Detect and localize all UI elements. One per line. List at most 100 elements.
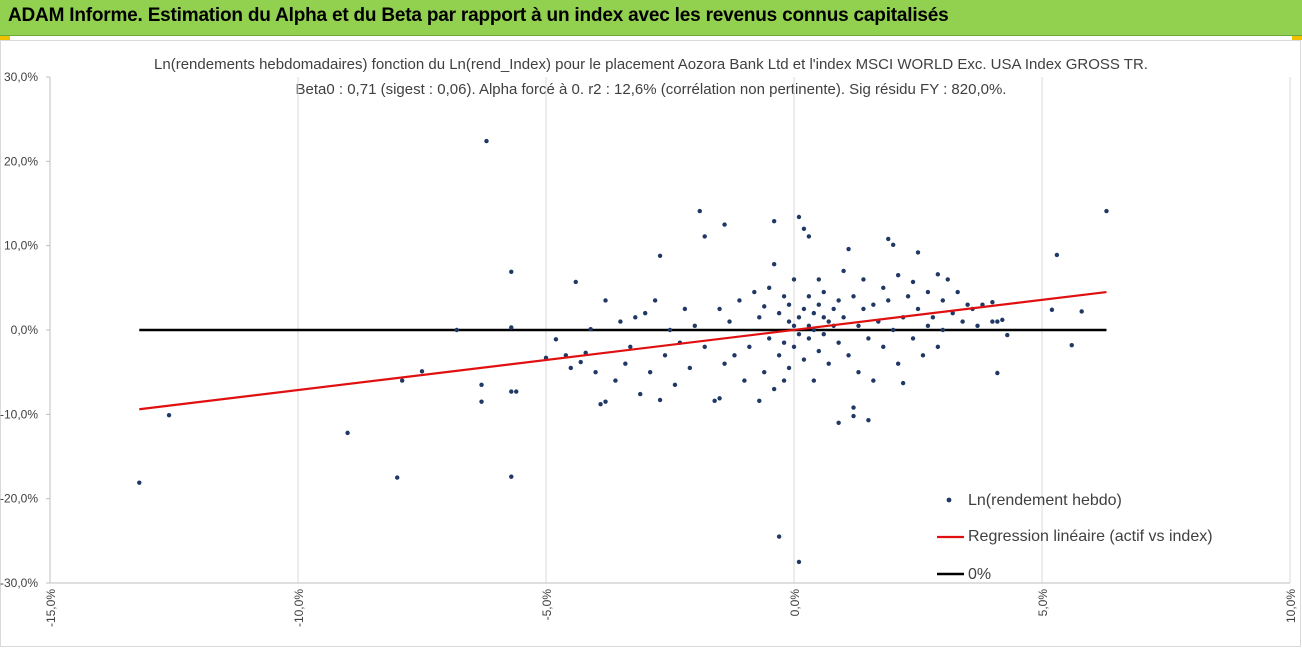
data-point [861, 306, 866, 312]
data-point [806, 294, 812, 299]
data-point [995, 370, 1000, 376]
data-point [856, 369, 861, 375]
data-point [796, 332, 802, 337]
data-point [841, 268, 846, 274]
data-point [796, 315, 802, 320]
data-point [920, 353, 926, 358]
data-point [767, 285, 772, 291]
data-point [816, 277, 821, 282]
data-point [930, 315, 936, 320]
data-point [905, 294, 911, 299]
data-point [454, 327, 459, 333]
data-point [762, 369, 767, 375]
data-point [1054, 252, 1060, 258]
data-point [623, 361, 628, 366]
data-point [593, 369, 598, 375]
data-point [692, 323, 697, 328]
data-point [732, 353, 737, 358]
data-point [836, 298, 841, 303]
data-point [613, 378, 618, 383]
data-point [801, 226, 807, 231]
data-point [910, 279, 916, 285]
chart-title: Ln(rendements hebdomadaires) fonction du… [154, 56, 1148, 73]
data-point [995, 319, 1000, 324]
data-point [568, 365, 573, 371]
legend-label-points: Ln(rendement hebdo) [968, 492, 1122, 509]
header-accent-left [0, 36, 10, 40]
data-point [767, 336, 772, 341]
legend-marker-points [946, 497, 952, 503]
x-tick-label: 0,0% [788, 589, 802, 617]
data-point [662, 353, 668, 358]
data-point [895, 361, 901, 366]
data-point [771, 262, 777, 267]
data-point [851, 413, 856, 419]
data-point [657, 397, 663, 403]
data-point [553, 337, 559, 342]
data-point [846, 353, 851, 358]
data-point [826, 361, 831, 366]
data-point [588, 326, 593, 332]
data-point [791, 323, 797, 328]
data-point [573, 279, 578, 285]
data-point [781, 340, 787, 345]
data-point [1079, 309, 1084, 314]
data-point [166, 412, 172, 418]
data-point [811, 327, 817, 333]
data-point [771, 219, 777, 224]
data-point [1000, 317, 1005, 323]
data-point [786, 365, 792, 371]
data-point [1049, 307, 1055, 312]
data-point [821, 315, 826, 320]
data-point [717, 306, 722, 312]
data-point [871, 378, 876, 383]
data-point [811, 310, 817, 316]
data-point [910, 336, 916, 341]
data-point [757, 315, 762, 320]
data-point [697, 208, 702, 214]
y-tick-label: 0,0% [11, 323, 39, 337]
header-accent-right [1292, 36, 1302, 40]
data-point [776, 534, 782, 539]
y-tick-label: 10,0% [4, 239, 38, 253]
data-point [886, 298, 891, 303]
data-point [722, 222, 727, 227]
data-point [881, 285, 886, 291]
data-point [657, 253, 663, 258]
data-point [900, 380, 906, 386]
x-tick-label: -15,0% [44, 589, 58, 627]
data-point [1069, 342, 1074, 348]
data-point [975, 323, 980, 328]
data-point [925, 323, 931, 328]
data-point [712, 398, 717, 404]
data-point [806, 336, 812, 341]
data-point [514, 389, 519, 394]
data-point [826, 319, 831, 324]
data-point [757, 398, 762, 404]
data-point [940, 327, 945, 333]
data-point [925, 289, 931, 295]
data-point [861, 277, 866, 282]
data-point [791, 277, 797, 282]
data-point [935, 272, 941, 277]
data-point [940, 298, 945, 303]
data-point [846, 246, 851, 252]
data-point [801, 306, 807, 312]
data-point [796, 214, 802, 220]
data-point [509, 474, 514, 479]
data-point [747, 344, 752, 350]
data-point [965, 302, 970, 307]
data-point [955, 289, 960, 295]
data-point [776, 353, 782, 358]
data-point [935, 344, 941, 350]
data-point [762, 304, 767, 309]
data-point [509, 269, 514, 275]
y-tick-label: -30,0% [0, 576, 38, 590]
data-point [821, 289, 826, 295]
data-point [811, 378, 817, 383]
data-point [831, 306, 836, 312]
data-point [851, 405, 856, 410]
data-point [479, 399, 484, 404]
data-point [960, 319, 965, 324]
data-point [667, 327, 673, 333]
